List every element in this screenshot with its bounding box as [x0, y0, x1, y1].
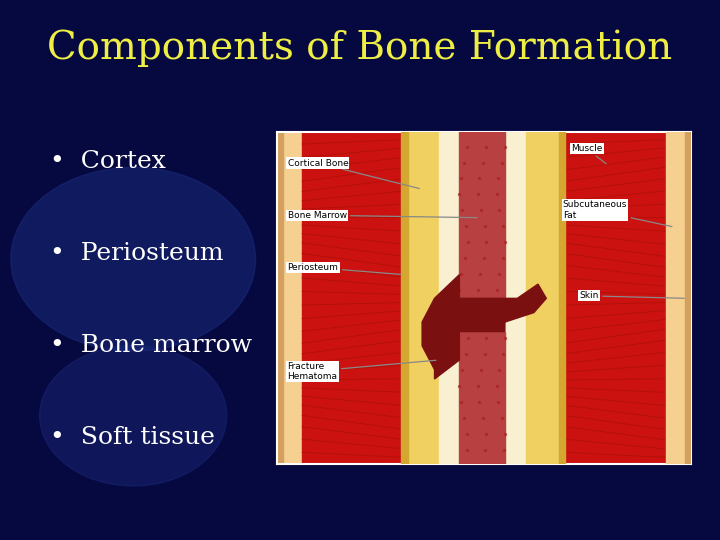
Polygon shape	[438, 132, 526, 464]
Polygon shape	[302, 132, 405, 464]
Text: Subcutaneous
Fat: Subcutaneous Fat	[563, 200, 672, 227]
Polygon shape	[505, 284, 546, 322]
Text: Fracture
Hematoma: Fracture Hematoma	[287, 360, 436, 381]
Polygon shape	[565, 132, 667, 464]
Text: •  Bone marrow: • Bone marrow	[50, 334, 253, 357]
Polygon shape	[667, 132, 691, 464]
Text: Muscle: Muscle	[571, 144, 606, 164]
Polygon shape	[459, 132, 505, 298]
Polygon shape	[459, 332, 505, 464]
Circle shape	[40, 346, 227, 486]
Polygon shape	[405, 132, 438, 464]
Text: Periosteum: Periosteum	[287, 263, 401, 274]
Polygon shape	[277, 132, 284, 464]
Polygon shape	[422, 275, 505, 379]
Text: •  Soft tissue: • Soft tissue	[50, 426, 215, 449]
Text: Bone Marrow: Bone Marrow	[287, 211, 477, 220]
Polygon shape	[402, 132, 408, 464]
Polygon shape	[559, 132, 565, 464]
Polygon shape	[526, 132, 559, 464]
Text: Cortical Bone: Cortical Bone	[287, 159, 420, 188]
Text: Skin: Skin	[580, 292, 684, 300]
Circle shape	[11, 167, 256, 351]
Polygon shape	[685, 132, 691, 464]
Text: •  Periosteum: • Periosteum	[50, 242, 224, 265]
Text: Components of Bone Formation: Components of Bone Formation	[48, 30, 672, 68]
Polygon shape	[277, 132, 302, 464]
Text: •  Cortex: • Cortex	[50, 151, 166, 173]
